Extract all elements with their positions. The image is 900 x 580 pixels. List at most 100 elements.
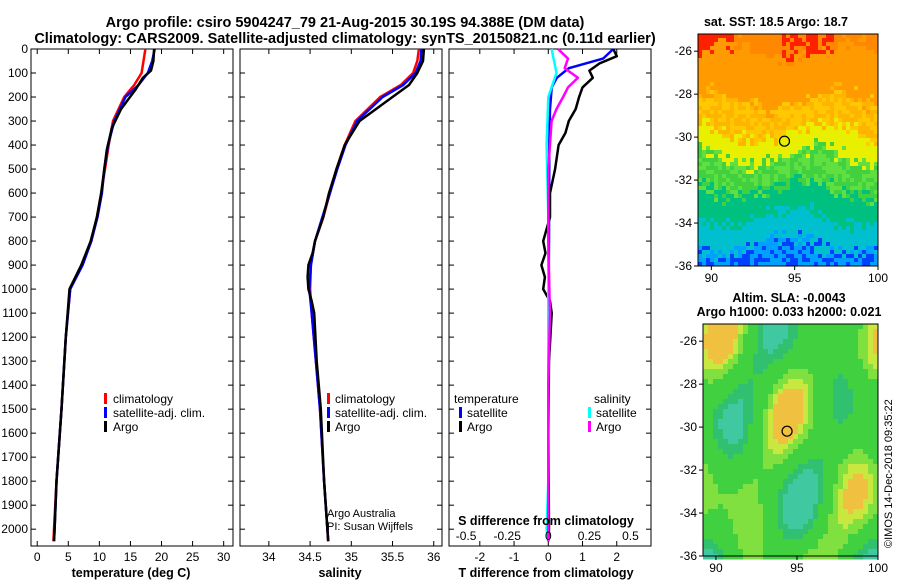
map-cell xyxy=(748,544,754,550)
map-cell xyxy=(842,238,847,243)
map-cell xyxy=(806,202,811,207)
map-cell xyxy=(874,146,879,151)
map-cell xyxy=(818,339,824,345)
map-cell xyxy=(794,198,799,203)
map-cell xyxy=(843,374,849,380)
map-cell xyxy=(722,234,727,239)
map-cell xyxy=(848,524,854,530)
map-cell xyxy=(778,66,783,71)
map-cell xyxy=(848,379,854,385)
map-cell xyxy=(826,182,831,187)
map-cell xyxy=(802,214,807,219)
map-cell xyxy=(762,118,767,123)
map-cell xyxy=(850,42,855,47)
map-cell xyxy=(802,74,807,79)
map-cell xyxy=(748,349,754,355)
map-cell xyxy=(803,459,809,465)
map-cell xyxy=(722,154,727,159)
map-cell xyxy=(842,54,847,59)
map-cell xyxy=(813,379,819,385)
map-cell xyxy=(866,66,871,71)
map-cell xyxy=(742,110,747,115)
map-cell xyxy=(850,34,855,39)
map-cell xyxy=(863,524,869,530)
map-cell xyxy=(818,389,824,395)
map-cell xyxy=(814,118,819,123)
map-cell xyxy=(726,70,731,75)
map-cell xyxy=(806,98,811,103)
map-cell xyxy=(798,42,803,47)
map-cell xyxy=(850,178,855,183)
map-cell xyxy=(702,150,707,155)
map-cell xyxy=(708,324,714,330)
map-cell xyxy=(778,389,784,395)
map-cell xyxy=(798,130,803,135)
map-cell xyxy=(750,158,755,163)
map-cell xyxy=(726,226,731,231)
map-cell xyxy=(762,226,767,231)
map-cell xyxy=(806,62,811,67)
map-cell xyxy=(862,46,867,51)
map-cell xyxy=(854,94,859,99)
map-cell xyxy=(793,449,799,455)
map-cell xyxy=(848,479,854,485)
map-cell xyxy=(870,234,875,239)
map-cell xyxy=(846,194,851,199)
map-cell xyxy=(806,66,811,71)
map-cell xyxy=(842,70,847,75)
map-cell xyxy=(786,246,791,251)
map-cell xyxy=(710,226,715,231)
map-cell xyxy=(778,258,783,263)
map-cell xyxy=(802,126,807,131)
map-cell xyxy=(834,170,839,175)
map-cell xyxy=(858,78,863,83)
map-cell xyxy=(778,489,784,495)
map-cell xyxy=(726,206,731,211)
map-cell xyxy=(794,246,799,251)
map-cell xyxy=(743,389,749,395)
map-cell xyxy=(814,146,819,151)
map-cell xyxy=(853,554,859,560)
map-cell xyxy=(833,444,839,450)
map-cell xyxy=(748,464,754,470)
map-cell xyxy=(718,524,724,530)
map-cell xyxy=(738,130,743,135)
map-cell xyxy=(842,74,847,79)
map-cell xyxy=(762,154,767,159)
map-cell xyxy=(862,86,867,91)
map-cell xyxy=(818,170,823,175)
map-cell xyxy=(782,262,787,267)
map-cell xyxy=(750,102,755,107)
map-cell xyxy=(723,489,729,495)
map-cell xyxy=(774,154,779,159)
map-cell xyxy=(730,78,735,83)
map-cell xyxy=(790,110,795,115)
map-cell xyxy=(866,62,871,67)
map-cell xyxy=(802,86,807,91)
map-cell xyxy=(853,469,859,475)
map-cell xyxy=(848,519,854,525)
map-cell xyxy=(862,142,867,147)
map-cell xyxy=(813,419,819,425)
map-cell xyxy=(782,250,787,255)
map-cell xyxy=(863,359,869,365)
map-cell xyxy=(714,238,719,243)
map-cell xyxy=(734,170,739,175)
map-cell xyxy=(770,86,775,91)
map-cell xyxy=(838,444,844,450)
map-cell xyxy=(866,210,871,215)
map-cell xyxy=(774,198,779,203)
map-cell xyxy=(798,250,803,255)
map-cell xyxy=(758,130,763,135)
map-cell xyxy=(848,464,854,470)
map-cell xyxy=(702,126,707,131)
map-cell xyxy=(862,158,867,163)
map-cell xyxy=(738,226,743,231)
map-cell xyxy=(726,186,731,191)
map-cell xyxy=(742,42,747,47)
map-cell xyxy=(828,344,834,350)
map-cell xyxy=(746,122,751,127)
legend-label-climatology: climatology xyxy=(335,392,395,406)
map-cell xyxy=(822,146,827,151)
map-cell xyxy=(826,146,831,151)
